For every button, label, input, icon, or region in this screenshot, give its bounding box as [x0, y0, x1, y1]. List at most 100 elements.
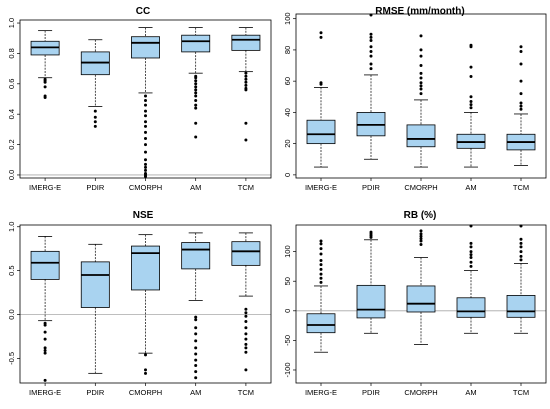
outlier-tcm [519, 62, 523, 66]
outlier-am [469, 103, 473, 107]
x-tick-label-imerg-e: IMERG-E [29, 388, 61, 397]
outlier-am [194, 339, 198, 343]
outlier-am [194, 82, 198, 86]
y-tick-label: 100 [283, 245, 292, 258]
outlier-cmorph [144, 353, 147, 357]
outlier-am [194, 135, 198, 139]
outlier-tcm [244, 350, 248, 354]
outlier-cmorph [144, 371, 147, 375]
outlier-pdir [93, 124, 97, 128]
x-tick-label-am: AM [190, 388, 201, 397]
box-tcm [231, 34, 261, 51]
outlier-cmorph [419, 76, 423, 80]
y-tick-label: 40 [283, 108, 292, 116]
outlier-pdir [369, 39, 373, 43]
outlier-am [194, 91, 198, 95]
outlier-am [194, 315, 198, 319]
box-pdir [80, 261, 110, 308]
outlier-cmorph [419, 84, 423, 88]
outlier-cmorph [144, 124, 147, 128]
outlier-am [469, 74, 473, 78]
outlier-cmorph [419, 229, 423, 233]
x-tick-label-imerg-e: IMERG-E [305, 388, 337, 397]
outlier-tcm [244, 80, 248, 84]
box-imerg-e [306, 313, 336, 334]
outlier-am [469, 256, 473, 260]
outlier-cmorph [144, 165, 147, 169]
outlier-cmorph [144, 162, 147, 166]
outlier-tcm [244, 342, 248, 346]
outlier-cmorph [144, 94, 147, 98]
outlier-tcm [519, 245, 523, 249]
outlier-imerg-e [43, 378, 47, 382]
outlier-pdir [369, 67, 373, 71]
outlier-imerg-e [43, 85, 47, 89]
x-tick-label-pdir: PDIR [362, 388, 381, 397]
outlier-tcm [244, 368, 248, 372]
outlier-imerg-e [43, 80, 47, 84]
outlier-pdir [369, 32, 373, 36]
outlier-am [469, 264, 473, 268]
outlier-tcm [244, 88, 248, 92]
x-tick-label-tcm: TCM [238, 388, 254, 397]
y-tick-label: 100 [283, 12, 292, 25]
y-tick-label: 80 [283, 46, 292, 54]
outlier-cmorph [144, 130, 147, 134]
plot-rb: -100 -50 0 50 100 IMERG-E PDIR CMORPH AM TCM [283, 224, 547, 397]
y-tick-label: 0.0 [7, 170, 16, 180]
outlier-imerg-e [319, 31, 323, 35]
outlier-imerg-e [319, 81, 323, 85]
outlier-cmorph [144, 137, 147, 140]
box-am [181, 242, 211, 270]
outlier-tcm [519, 254, 523, 258]
outlier-tcm [244, 74, 248, 78]
panel-title-nse: NSE [133, 210, 154, 221]
y-tick-label: 50 [283, 277, 292, 285]
panel-rb: RB (%) -100 -50 0 50 100 IMERG-E PDIR CMORPH AM T… [283, 210, 547, 397]
panel-title-cc: CC [136, 6, 150, 17]
outlier-cmorph [419, 48, 423, 52]
y-tick-label: 1.0 [7, 18, 16, 28]
outlier-cmorph [419, 54, 423, 58]
box-am [181, 34, 211, 53]
outlier-cmorph [419, 34, 423, 38]
outlier-imerg-e [43, 351, 47, 355]
outlier-tcm [519, 92, 523, 96]
panel-title-rmse: RMSE (mm/month) [375, 6, 464, 17]
outlier-am [194, 121, 198, 125]
outlier-tcm [244, 332, 248, 336]
outlier-cmorph [419, 243, 423, 247]
outlier-cmorph [144, 103, 147, 107]
outlier-am [469, 253, 473, 257]
outlier-imerg-e [43, 95, 47, 99]
box-tcm [231, 241, 261, 266]
outlier-cmorph [144, 114, 147, 118]
x-tick-label-am: AM [465, 388, 476, 397]
x-tick-label-imerg-e: IMERG-E [305, 183, 337, 192]
outlier-am [194, 376, 198, 380]
outlier-imerg-e [319, 247, 323, 251]
outlier-am [194, 99, 198, 103]
x-tick-label-am: AM [465, 183, 476, 192]
outlier-am [469, 245, 473, 249]
outlier-am [469, 65, 473, 69]
outlier-am [194, 346, 198, 350]
outlier-am [194, 103, 198, 107]
outlier-cmorph [144, 368, 147, 372]
panel-rmse: RMSE (mm/month) 0 20 40 60 80 100 IMERG-E PDIR C… [283, 6, 547, 192]
outlier-tcm [244, 121, 248, 125]
outlier-am [194, 85, 198, 89]
outlier-imerg-e [43, 330, 47, 334]
outlier-tcm [244, 314, 248, 318]
outlier-pdir [369, 49, 373, 53]
box-imerg-e [30, 250, 60, 280]
outlier-tcm [244, 71, 248, 75]
outlier-tcm [519, 237, 523, 241]
plot-nse: -0.5 0.0 0.5 1.0 IMERG-E PDIR CMORPH AM TCM [7, 222, 272, 397]
y-tick-label: 0.2 [7, 139, 16, 149]
outlier-cmorph [419, 81, 423, 85]
outlier-tcm [244, 311, 248, 315]
y-tick-label: -50 [283, 335, 292, 346]
outlier-cmorph [144, 99, 147, 103]
